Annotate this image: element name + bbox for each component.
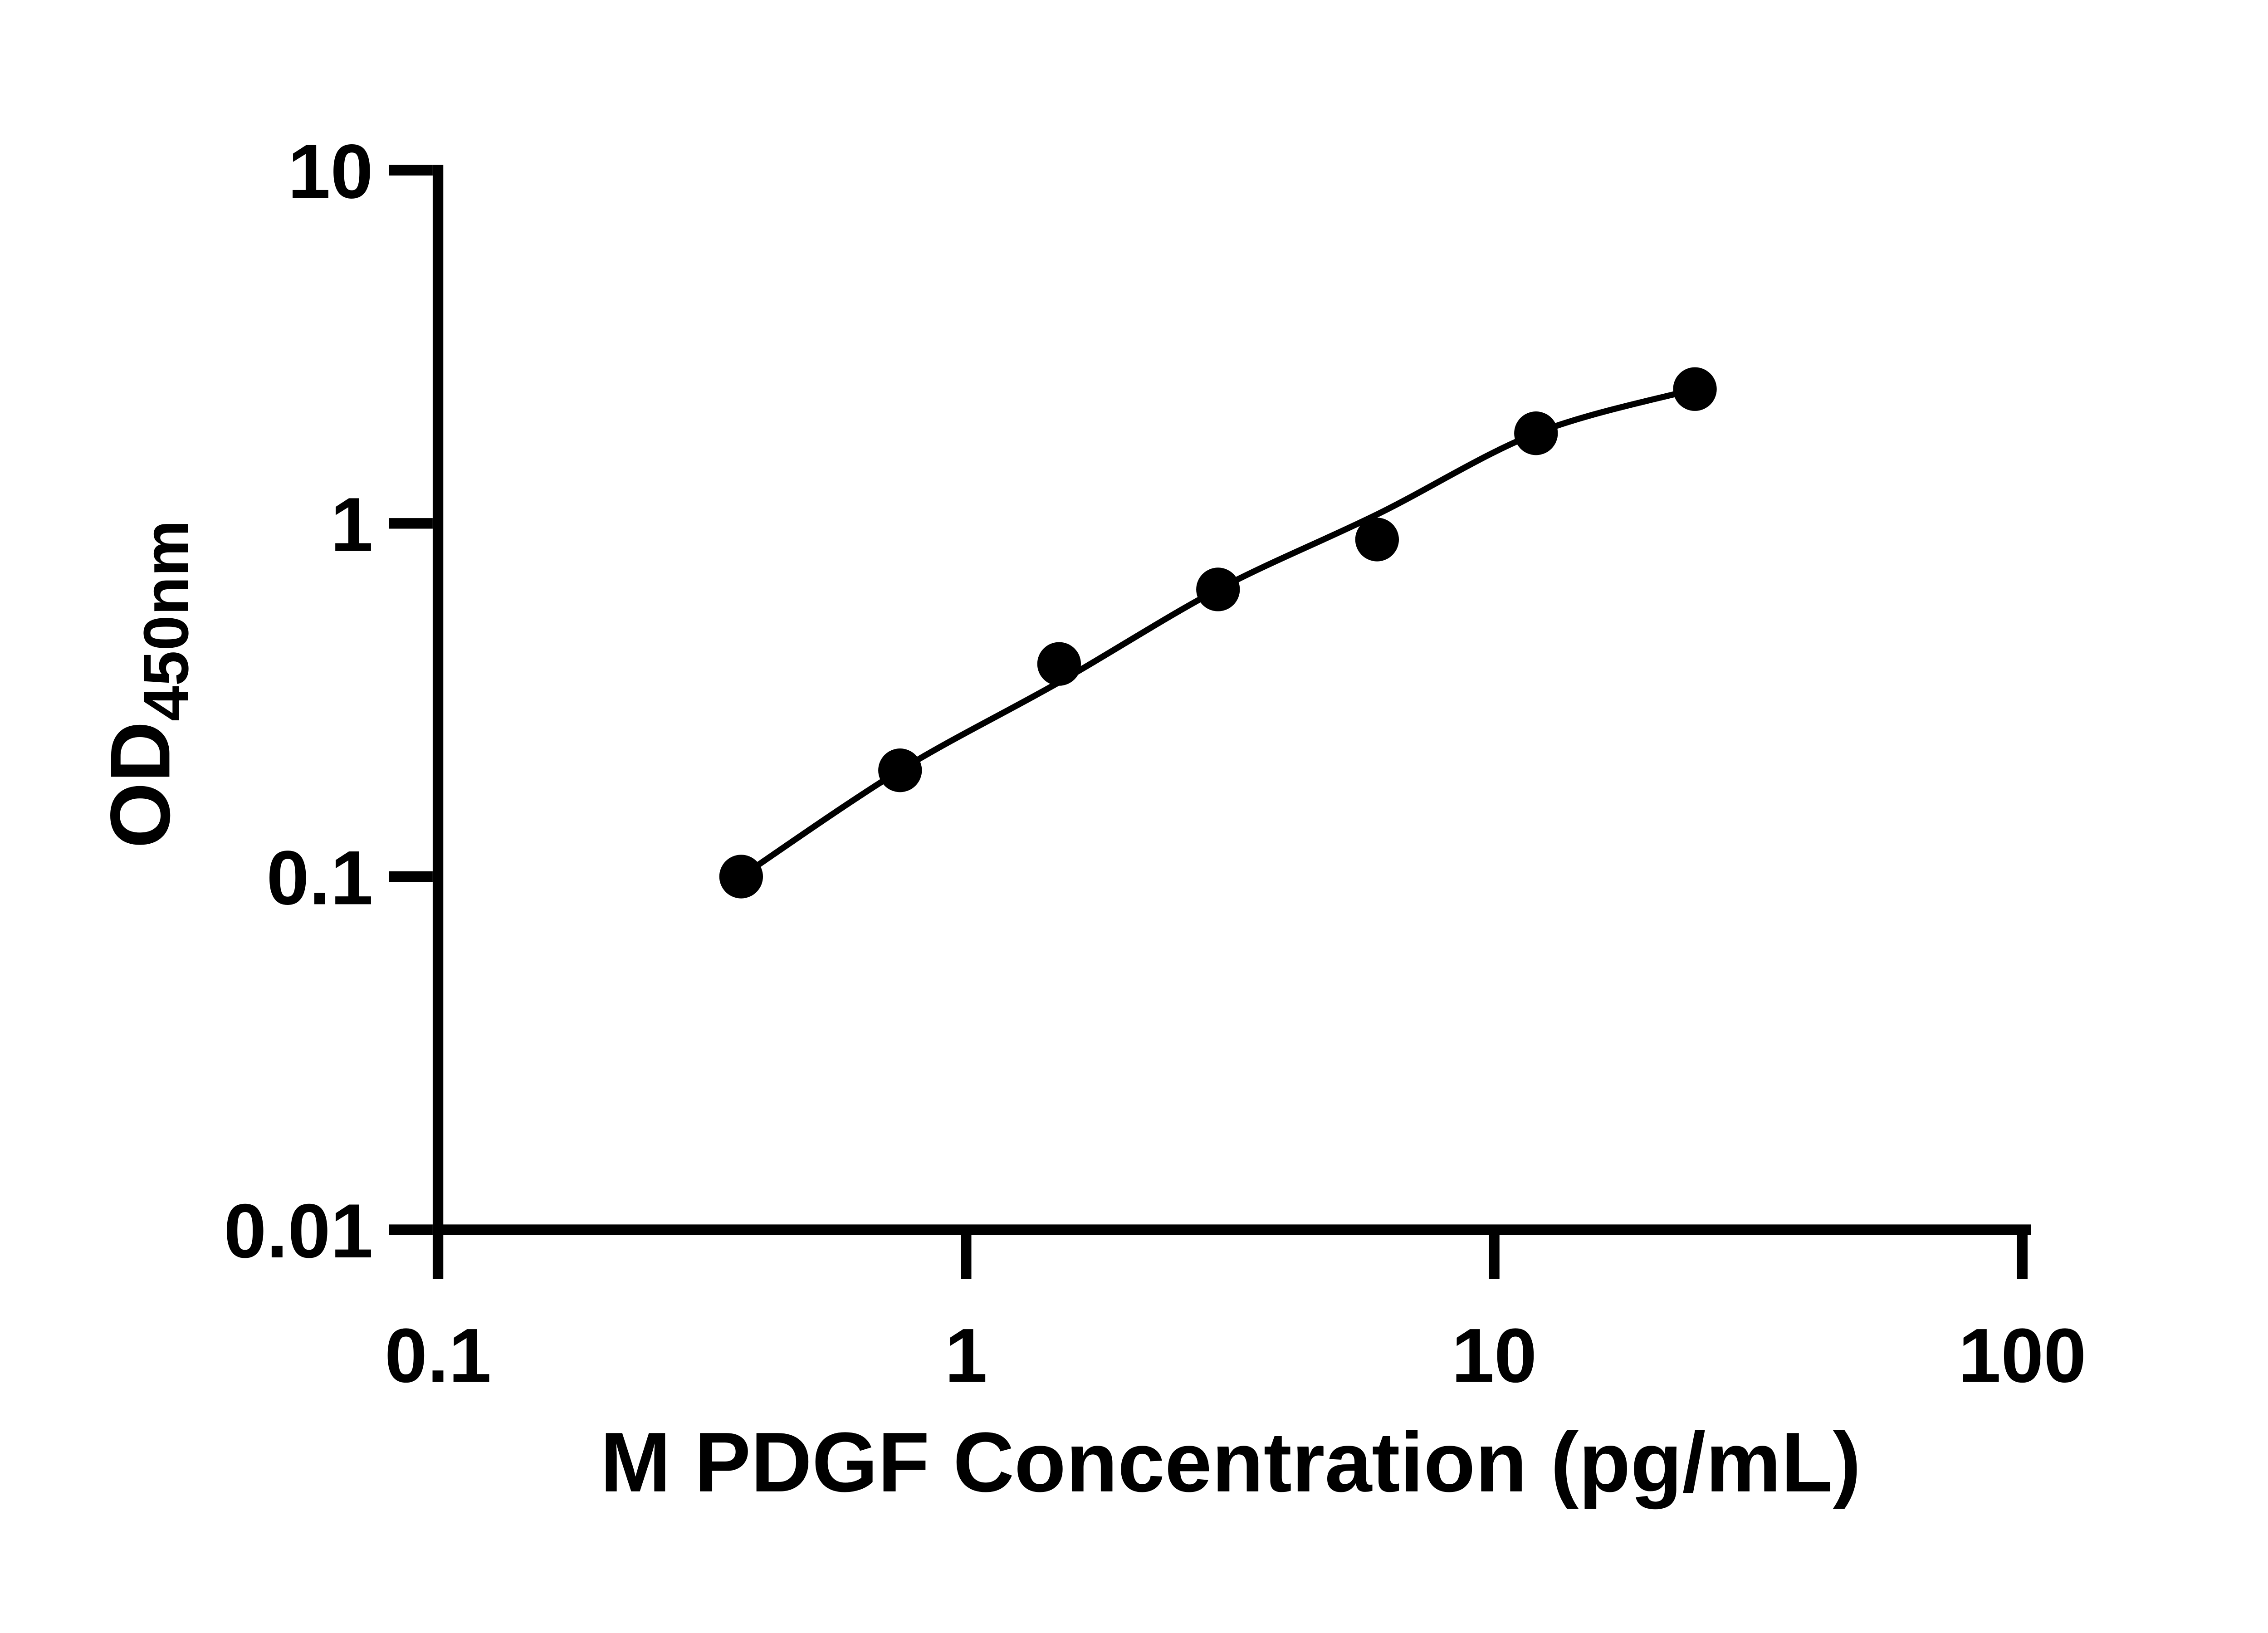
fit-curve-layer [739,386,1696,880]
y-tick-label: 1 [331,482,373,567]
data-point [878,748,922,792]
y-axis-title: OD450nm [93,520,201,848]
x-tick-label: 0.1 [385,1312,491,1398]
x-tick-label: 100 [1958,1312,2086,1398]
data-point [719,855,763,899]
data-point [1673,367,1717,411]
y-tick-label: 10 [288,128,373,214]
data-point [1514,411,1558,455]
data-point-layer [719,367,1717,899]
x-axis-title: M PDGF Concentration (pg/mL) [600,1415,1861,1510]
y-tick-label: 0.1 [266,835,373,920]
data-point [1037,642,1081,686]
x-tick-label: 1 [945,1312,987,1398]
data-point [1196,567,1240,611]
fit-curve [739,386,1696,880]
axes [432,165,2031,1235]
ticks [389,165,2028,1279]
y-axis-title-subscript: 450nm [130,520,201,721]
x-tick-label: 10 [1452,1312,1537,1398]
data-point [1355,518,1399,562]
y-tick-label: 0.01 [224,1188,373,1274]
y-axis-title-main: OD [93,721,187,848]
